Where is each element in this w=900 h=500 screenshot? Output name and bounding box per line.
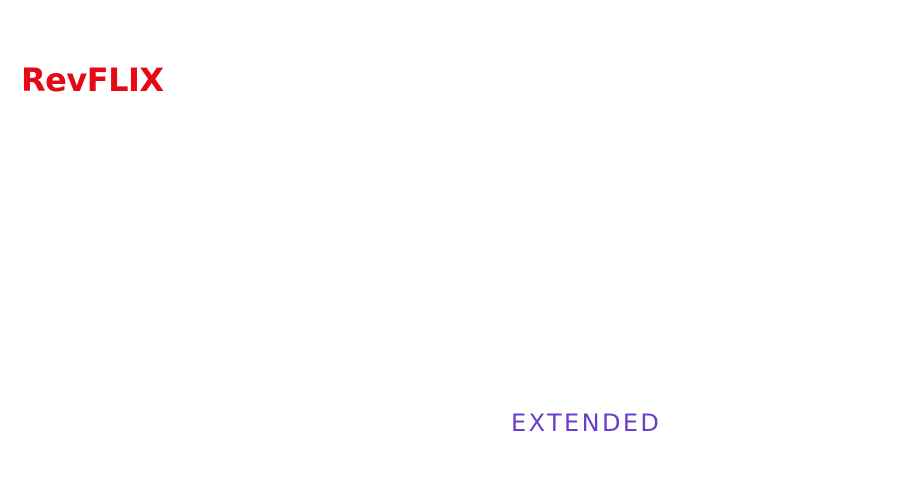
revflix-logo[interactable]: RevFLIX [21,61,164,99]
extended-label: EXTENDED [511,409,662,437]
